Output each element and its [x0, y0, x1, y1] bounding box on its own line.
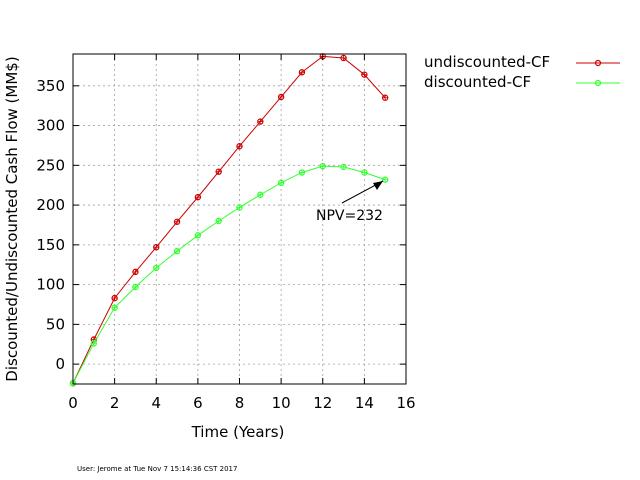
x-tick-label: 16	[396, 394, 415, 412]
data-point-discounted-CF	[132, 283, 139, 291]
data-point-discounted-CF	[215, 217, 222, 225]
data-point-undiscounted-CF	[298, 69, 306, 76]
data-point-undiscounted-CF	[257, 118, 264, 125]
data-point-discounted-CF	[361, 169, 368, 176]
x-axis-title: Time (Years)	[191, 423, 285, 441]
series-line-undiscounted-CF	[72, 55, 386, 384]
data-point-discounted-CF	[381, 176, 389, 183]
y-tick-label: 300	[36, 117, 65, 135]
data-point-undiscounted-CF	[194, 193, 202, 201]
legend-label-undiscounted: undiscounted-CF	[424, 53, 550, 71]
y-tick-label: 100	[36, 276, 65, 294]
data-point-undiscounted-CF	[340, 54, 347, 62]
x-tick-label: 2	[110, 394, 120, 412]
footer-timestamp: User: Jerome at Tue Nov 7 15:14:36 CST 2…	[77, 465, 237, 473]
data-point-undiscounted-CF	[361, 71, 368, 78]
x-tick-label: 0	[68, 394, 78, 412]
data-point-discounted-CF	[153, 264, 160, 272]
legend-marker-discounted	[594, 79, 602, 87]
series-layer	[69, 53, 389, 387]
npv-annotation-label: NPV=232	[316, 208, 383, 224]
data-point-discounted-CF	[340, 163, 347, 171]
data-point-undiscounted-CF	[236, 143, 243, 150]
x-tick-label: 12	[313, 394, 332, 412]
data-point-undiscounted-CF	[381, 94, 389, 101]
data-point-discounted-CF	[194, 232, 202, 239]
y-tick-label: 250	[36, 156, 65, 174]
npv-annotation-arrowhead	[373, 181, 383, 190]
x-tick-label: 10	[272, 394, 291, 412]
data-point-undiscounted-CF	[215, 168, 222, 175]
x-tick-label: 14	[355, 394, 374, 412]
data-point-undiscounted-CF	[173, 218, 181, 225]
data-point-undiscounted-CF	[153, 244, 160, 251]
legend-label-discounted: discounted-CF	[424, 73, 531, 91]
y-tick-label: 0	[55, 355, 65, 373]
data-point-discounted-CF	[298, 169, 306, 176]
x-tick-label: 6	[193, 394, 203, 412]
data-point-discounted-CF	[277, 179, 285, 187]
data-point-discounted-CF	[319, 162, 326, 170]
data-point-discounted-CF	[173, 248, 181, 255]
data-point-undiscounted-CF	[132, 268, 139, 276]
series-line-discounted-CF	[72, 165, 386, 384]
data-point-discounted-CF	[111, 304, 118, 311]
y-tick-label: 50	[46, 315, 65, 333]
y-axis-title: Discounted/Undiscounted Cash Flow (MM$)	[3, 56, 21, 381]
y-tick-label: 350	[36, 77, 65, 95]
data-point-discounted-CF	[236, 204, 243, 211]
legend: undiscounted-CF discounted-CF	[424, 53, 620, 91]
y-tick-label: 150	[36, 236, 65, 254]
data-point-discounted-CF	[257, 191, 264, 198]
data-point-undiscounted-CF	[111, 294, 118, 302]
y-tick-label: 200	[36, 196, 65, 214]
axis-layer: 0 2 4 6 8 10 12 14 16 0 50 100 150 200 250 300 350	[36, 54, 416, 412]
x-tick-label: 8	[235, 394, 245, 412]
x-tick-label: 4	[151, 394, 161, 412]
legend-marker-undiscounted	[594, 59, 602, 67]
data-point-undiscounted-CF	[277, 93, 285, 101]
data-point-discounted-CF	[90, 340, 98, 347]
